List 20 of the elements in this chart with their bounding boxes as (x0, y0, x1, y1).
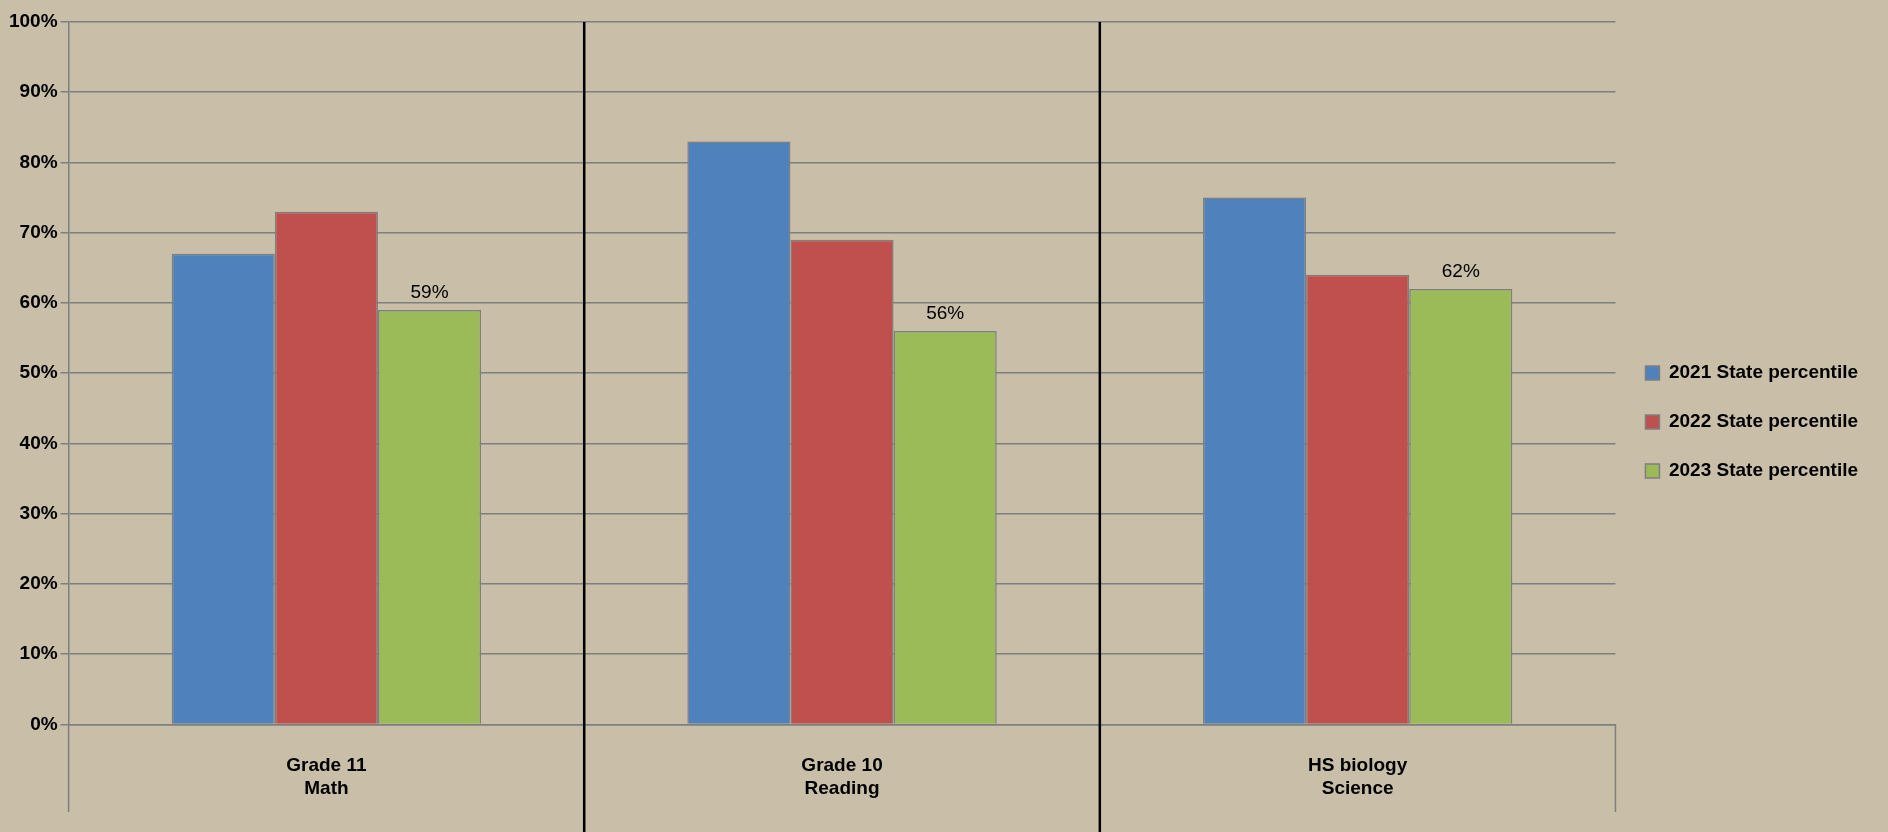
y-tick-label: 10% (19, 642, 58, 664)
y-tick-label: 100% (8, 10, 58, 32)
y-tick-label: 0% (30, 712, 58, 734)
x-tick-label: HS biology Science (1308, 754, 1408, 798)
y-tick-label: 50% (19, 361, 58, 383)
y-tick-label: 80% (19, 150, 58, 172)
legend-label: 2022 State percentile (1668, 410, 1858, 432)
y-tick-label: 60% (19, 291, 58, 313)
x-tick-label: Grade 10 Reading (801, 754, 883, 798)
x-tick-label: Grade 11 Math (286, 754, 367, 798)
y-tick-label: 90% (19, 80, 58, 102)
data-label: 56% (926, 301, 965, 323)
y-tick-label: 30% (19, 501, 58, 523)
y-tick-label: 20% (19, 572, 58, 594)
legend-label: 2023 State percentile (1668, 459, 1858, 481)
data-label: 59% (410, 280, 449, 302)
y-tick-label: 40% (19, 431, 58, 453)
y-tick-label: 70% (19, 220, 58, 242)
data-label: 62% (1441, 259, 1480, 281)
legend-label: 2021 State percentile (1668, 361, 1858, 383)
